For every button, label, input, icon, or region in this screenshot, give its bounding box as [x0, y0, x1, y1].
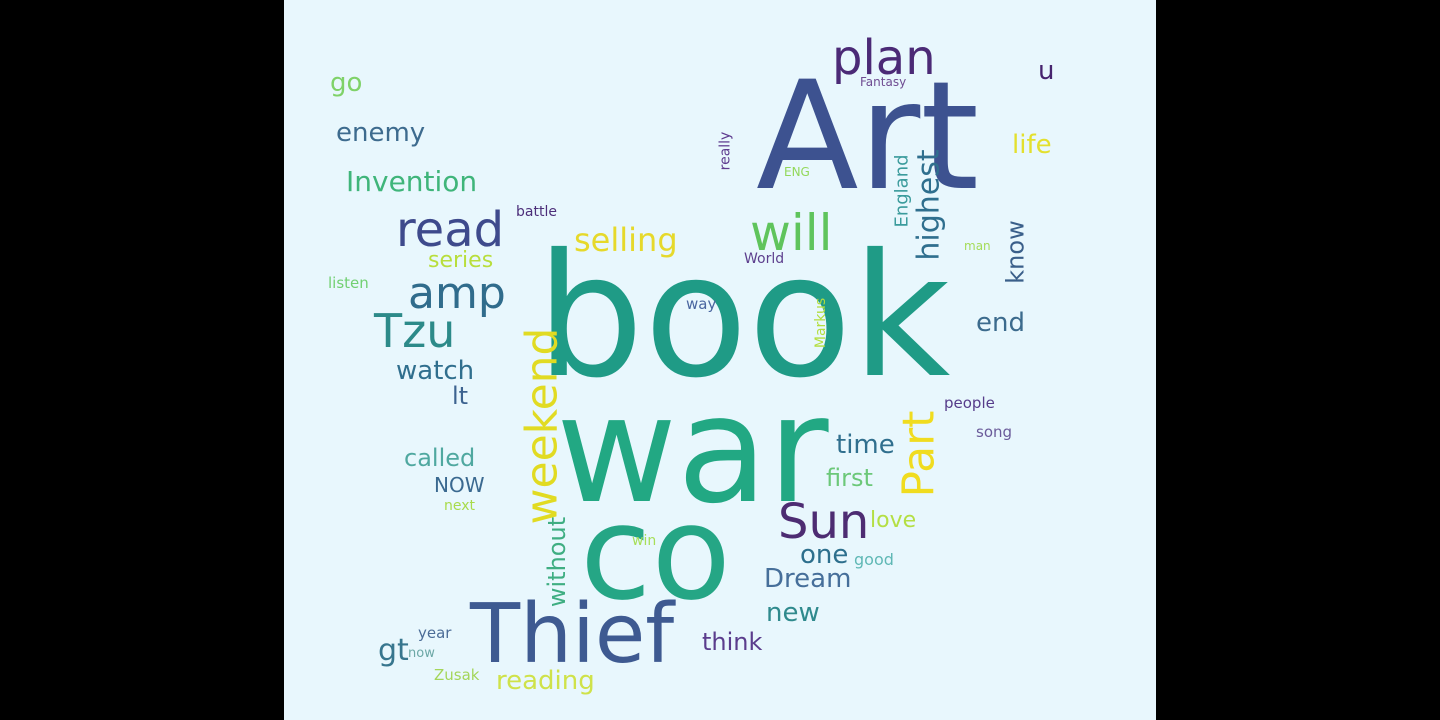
- word-good: good: [854, 550, 894, 569]
- word-enemy: enemy: [336, 118, 426, 148]
- word-gt: gt: [378, 633, 409, 668]
- word-sun: Sun: [778, 494, 870, 550]
- word-watch: watch: [396, 356, 475, 386]
- word-one: one: [800, 540, 849, 570]
- word-highest: highest: [911, 149, 947, 261]
- word-think: think: [702, 628, 763, 656]
- word-book: book: [536, 218, 951, 416]
- word-co: co: [580, 477, 732, 629]
- word-song: song: [976, 423, 1013, 441]
- word-next: next: [444, 498, 476, 514]
- word-u: u: [1038, 56, 1055, 86]
- word-eng: ENG: [784, 165, 810, 179]
- word-part: Part: [893, 410, 945, 498]
- word-world: World: [744, 251, 785, 267]
- word-read: read: [396, 202, 505, 258]
- word-fantasy: Fantasy: [860, 75, 907, 89]
- word-plan: plan: [832, 30, 936, 86]
- word-people: people: [944, 394, 995, 412]
- word-new: new: [766, 598, 820, 628]
- word-called: called: [404, 444, 476, 472]
- word-life: life: [1012, 130, 1052, 160]
- word-time: time: [836, 430, 895, 460]
- word-man: man: [964, 239, 991, 253]
- word-will: will: [750, 204, 833, 262]
- word-know: know: [1001, 220, 1030, 284]
- word-weekend: weekend: [516, 327, 568, 525]
- word-first: first: [826, 464, 873, 492]
- word-dream: Dream: [764, 564, 852, 594]
- word-really: really: [717, 131, 734, 171]
- word-invention: Invention: [346, 165, 478, 198]
- word-art: Art: [756, 50, 980, 224]
- word-listen: listen: [328, 274, 369, 292]
- word-amp: amp: [408, 268, 506, 319]
- word-lt: lt: [452, 382, 469, 410]
- word-go: go: [330, 68, 363, 98]
- word-without: without: [543, 516, 572, 608]
- word-england: England: [891, 154, 913, 228]
- word-tzu: Tzu: [374, 304, 456, 358]
- word-selling: selling: [574, 221, 678, 259]
- word-thief: Thief: [470, 587, 675, 682]
- word-year: year: [418, 624, 452, 642]
- word-way: way: [686, 295, 717, 313]
- word-war: war: [556, 364, 829, 536]
- word-battle: battle: [516, 204, 557, 220]
- word-win: win: [632, 533, 657, 549]
- word-now-caps: NOW: [434, 473, 485, 497]
- word-zusak: Zusak: [434, 666, 480, 684]
- word-end: end: [976, 308, 1025, 338]
- word-reading: reading: [496, 666, 595, 696]
- word-love: love: [870, 508, 917, 533]
- word-cloud: book war Art co Thief plan u Fantasy go …: [284, 0, 1156, 720]
- word-series: series: [428, 248, 494, 273]
- word-now-lower: now: [408, 646, 435, 661]
- word-markus: Markus: [813, 297, 830, 349]
